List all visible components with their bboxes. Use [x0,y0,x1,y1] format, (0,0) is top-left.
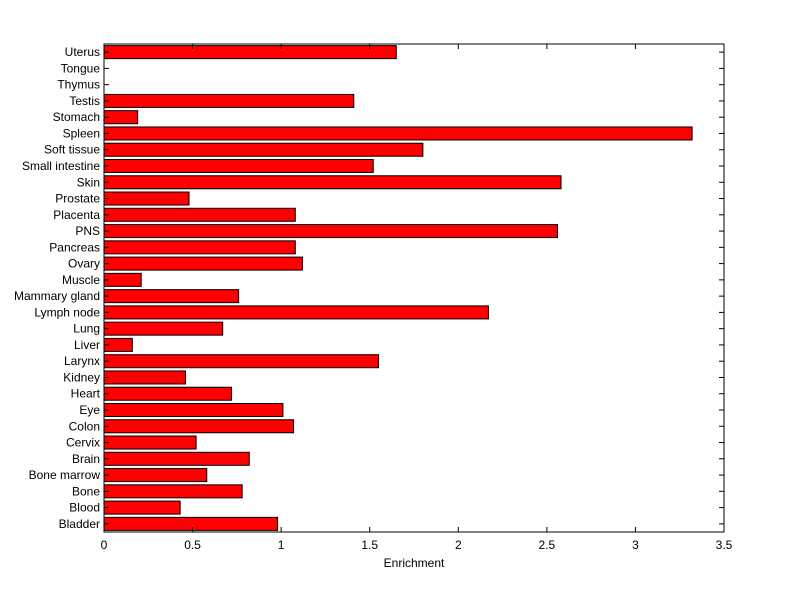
y-tick-label: Muscle [62,273,100,287]
y-tick-label: Placenta [53,208,100,222]
y-tick-label: Mammary gland [14,289,100,303]
y-tick-label: Eye [79,403,100,417]
y-tick-label: Tongue [61,61,101,75]
bar-bone-marrow [103,468,208,483]
bar-prostate [103,191,190,206]
bar-lung [103,321,224,336]
bar-spleen [103,126,693,141]
bar-mammary-gland [103,289,240,304]
bar-colon [103,419,295,434]
bar-lymph-node [103,305,489,320]
y-tick-label: Heart [71,387,101,401]
y-tick-label: PNS [75,224,100,238]
bar-ovary [103,256,303,271]
y-tick-label: Skin [77,175,100,189]
x-tick-label: 3 [632,538,639,552]
bar-bladder [103,516,279,531]
y-tick-label: Stomach [53,110,100,124]
y-tick-label: Lung [73,322,100,336]
y-tick-label: Lymph node [34,305,100,319]
y-tick-label: Larynx [64,354,100,368]
x-tick-label: 1.5 [361,538,378,552]
x-tick-label: 1 [278,538,285,552]
bars-group [103,45,693,531]
y-tick-label: Soft tissue [44,143,100,157]
bar-uterus [103,45,397,60]
y-tick-label: Bone [72,484,100,498]
y-tick-label: Kidney [63,370,100,384]
x-tick-label: 3.5 [716,538,733,552]
y-axis: Bladder Blood Bone Bone marrow Brain Cervix Co… [14,45,724,531]
bar-pancreas [103,240,296,255]
bar-small-intestine [103,158,374,174]
bar-stomach [103,110,139,125]
bar-soft-tissue [103,142,424,157]
bar-bone [103,484,243,499]
bar-pns [103,224,558,239]
x-axis: 0 0.5 1 1.5 2 2.5 3 3.5 [101,44,733,552]
y-tick-label: Colon [69,419,100,433]
plot-frame [103,43,725,533]
y-tick-label: Prostate [55,192,100,206]
x-tick-label: 0.5 [184,538,201,552]
y-tick-label: Blood [69,501,100,515]
y-tick-label: Bladder [59,517,100,531]
y-tick-label: Brain [72,452,100,466]
bar-testis [103,93,355,108]
x-tick-label: 2.5 [539,538,556,552]
y-tick-label: Thymus [57,78,100,92]
y-tick-label: Liver [74,338,100,352]
y-tick-label: Bone marrow [29,468,101,482]
x-tick-label: 2 [455,538,462,552]
bar-eye [103,402,284,418]
bar-brain [103,451,250,466]
bar-blood [103,500,181,515]
y-tick-label: Uterus [65,45,100,59]
x-axis-label: Enrichment [384,556,445,570]
y-tick-label: Ovary [68,257,100,271]
x-tick-label: 0 [101,538,108,552]
bar-larynx [103,354,380,369]
bar-kidney [103,370,186,385]
y-tick-label: Small intestine [22,159,100,173]
y-tick-label: Pancreas [49,240,100,254]
bar-muscle [103,272,142,287]
bar-skin [103,175,562,190]
y-tick-label: Spleen [63,126,100,140]
bar-placenta [103,207,296,222]
y-tick-label: Cervix [66,436,100,450]
y-tick-label: Testis [69,94,100,108]
bar-heart [103,386,233,401]
bar-cervix [103,435,197,450]
